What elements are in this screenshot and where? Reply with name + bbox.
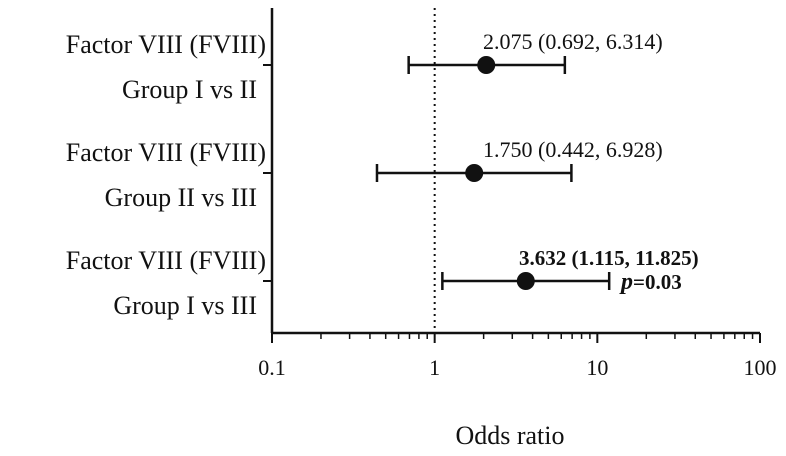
p-value: =0.03: [633, 270, 682, 294]
row-label-line2: Group II vs III: [105, 183, 257, 212]
x-tick-label: 10: [586, 355, 608, 380]
row-label-line1: Factor VIII (FVIII): [66, 246, 266, 275]
odds-ratio-point: [477, 56, 496, 74]
x-axis-title: Odds ratio: [455, 421, 564, 450]
forest-row: Factor VIII (FVIII) Group I vs II 2.075 (0…: [66, 29, 663, 104]
forest-row: Factor VIII (FVIII) Group I vs III 3.632 (…: [66, 246, 699, 320]
p-value-label: p=0.03: [619, 269, 682, 295]
forest-row: Factor VIII (FVIII) Group II vs III 1.750 …: [66, 137, 663, 212]
row-label-line1: Factor VIII (FVIII): [66, 138, 266, 167]
p-symbol: p: [619, 269, 633, 295]
ci-annotation: 3.632 (1.115, 11.825): [519, 246, 699, 270]
x-tick-label: 100: [744, 355, 777, 380]
odds-ratio-point: [465, 164, 484, 182]
row-label-line1: Factor VIII (FVIII): [66, 30, 266, 59]
row-label-line2: Group I vs III: [113, 291, 257, 320]
axes: 0.1 1 10 100: [258, 8, 777, 380]
odds-ratio-point: [516, 272, 535, 290]
plot-rows: Factor VIII (FVIII) Group I vs II 2.075 (0…: [66, 29, 699, 320]
ci-annotation: 2.075 (0.692, 6.314): [483, 29, 663, 54]
x-tick-label: 0.1: [258, 355, 286, 380]
row-label-line2: Group I vs II: [122, 75, 257, 104]
ci-annotation: 1.750 (0.442, 6.928): [483, 137, 663, 162]
x-tick-label: 1: [429, 355, 440, 380]
